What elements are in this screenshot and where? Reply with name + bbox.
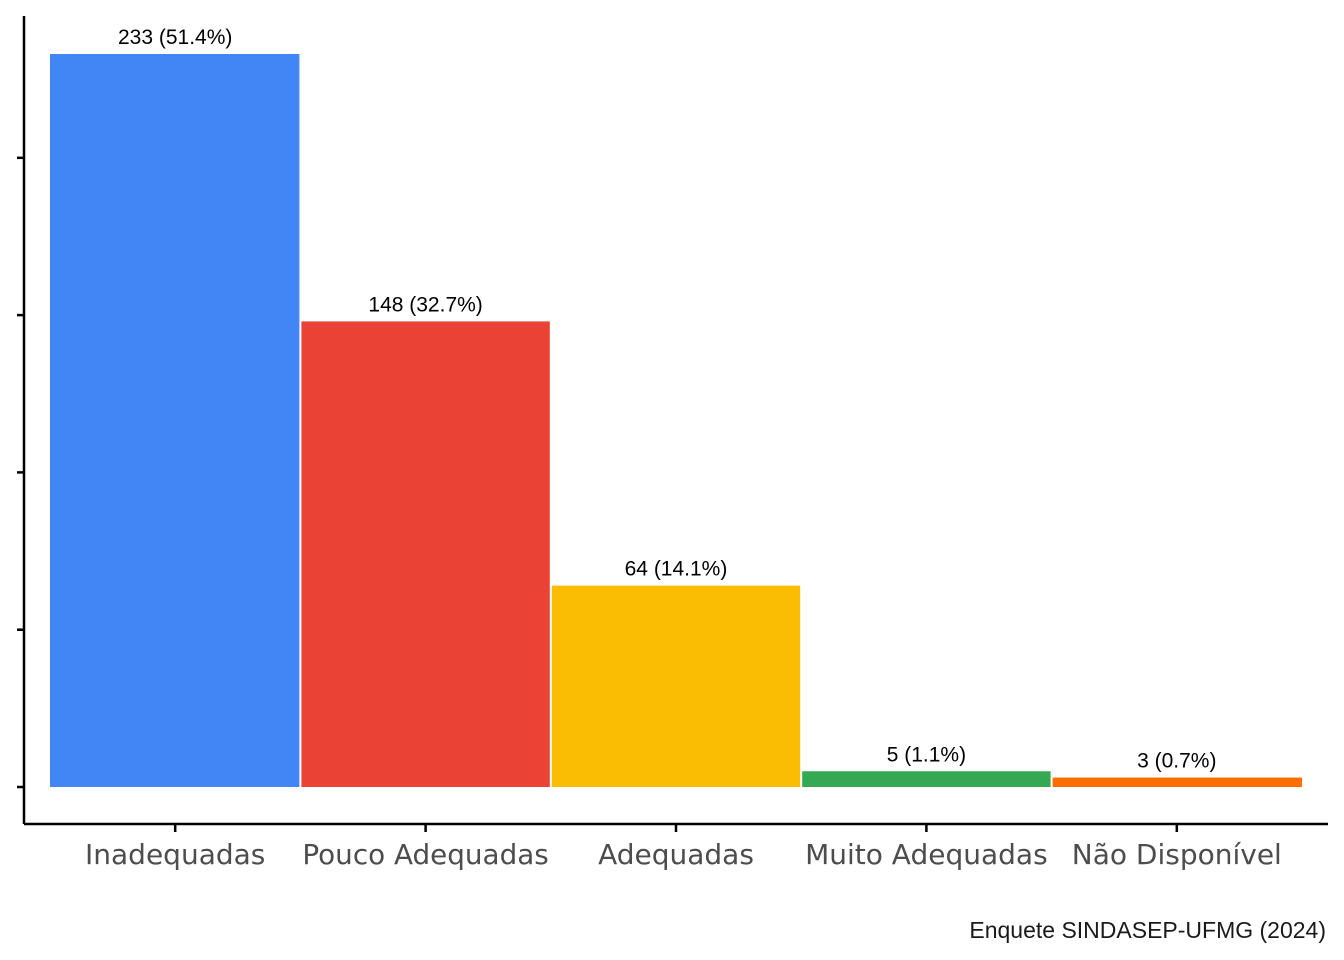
x-tick-label: Adequadas — [598, 838, 754, 871]
bar — [301, 321, 550, 787]
x-tick-label: Pouco Adequadas — [302, 838, 548, 871]
data-labels-layer: 233 (51.4%) 148 (32.7%) 64 (14.1%) 5 (1.1%)… — [118, 26, 1216, 773]
bar-data-label: 148 (32.7%) — [368, 293, 482, 316]
y-ticks-layer — [17, 156, 24, 789]
bar-data-label: 64 (14.1%) — [625, 558, 728, 581]
bar — [1052, 777, 1302, 787]
x-tick-label: Não Disponível — [1072, 838, 1282, 871]
bar-data-label: 233 (51.4%) — [118, 26, 232, 49]
x-ticks-layer: Inadequadas Pouco Adequadas Adequadas Muito… — [85, 824, 1282, 871]
x-tick-label: Muito Adequadas — [805, 838, 1048, 871]
chart-caption: Enquete SINDASEP-UFMG (2024) — [969, 917, 1326, 943]
bar — [50, 54, 300, 787]
bars-layer — [50, 54, 1302, 787]
bar — [802, 771, 1051, 787]
bar-data-label: 5 (1.1%) — [887, 743, 966, 766]
x-tick-label: Inadequadas — [85, 838, 265, 871]
bar-data-label: 3 (0.7%) — [1137, 750, 1216, 773]
bar — [551, 585, 801, 787]
